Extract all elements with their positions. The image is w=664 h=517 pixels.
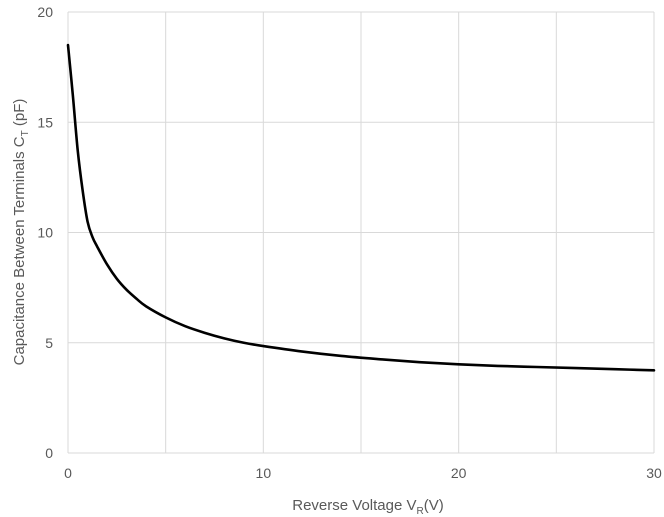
y-axis-title-main: Capacitance Between Terminals C: [11, 136, 28, 365]
x-axis-title: Reverse Voltage VR(V): [292, 497, 443, 517]
capacitance-curve: [66, 43, 656, 372]
y-tick-labels: 0 5 10 15 20: [37, 4, 53, 461]
x-tick-label: 0: [64, 465, 72, 481]
x-axis-title-tail: (V): [424, 497, 444, 514]
y-tick-label: 20: [37, 4, 53, 20]
x-tick-labels: 0 10 20 30: [64, 465, 662, 481]
x-axis-title-sub: R: [417, 506, 424, 517]
x-tick-label: 30: [646, 465, 662, 481]
y-axis-title-tail: (pF): [11, 99, 28, 131]
y-tick-label: 0: [45, 445, 53, 461]
grid-layer: [67, 11, 655, 454]
y-axis-title: Capacitance Between Terminals CT (pF): [11, 99, 31, 366]
y-axis-title-sub: T: [20, 130, 31, 136]
x-axis-title-main: Reverse Voltage V: [292, 497, 416, 514]
y-tick-label: 10: [37, 225, 53, 241]
x-tick-label: 10: [256, 465, 272, 481]
y-tick-label: 5: [45, 335, 53, 351]
series-layer: [66, 43, 656, 372]
x-tick-label: 20: [451, 465, 467, 481]
y-tick-label: 15: [37, 114, 53, 130]
